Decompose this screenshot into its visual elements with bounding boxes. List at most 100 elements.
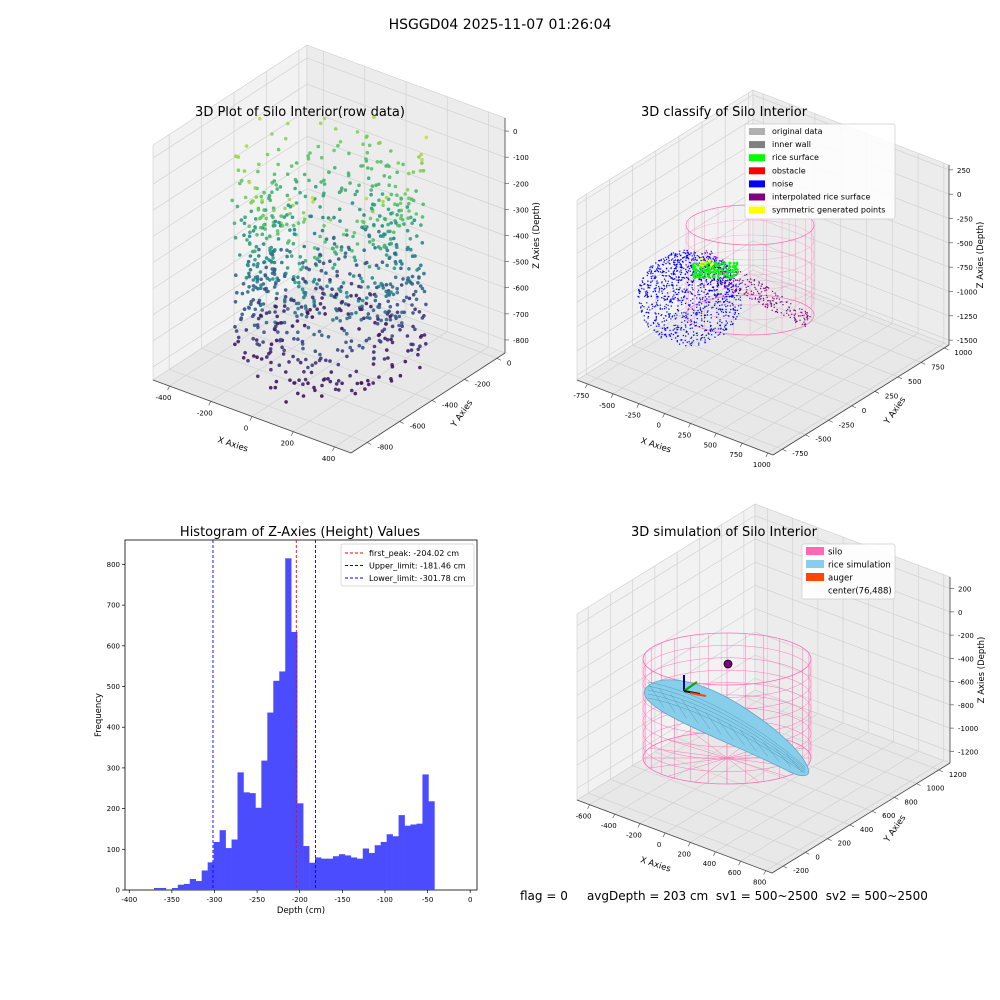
interpolated-point bbox=[723, 276, 725, 278]
data-point bbox=[312, 303, 317, 307]
data-point bbox=[242, 169, 247, 173]
noise-point bbox=[733, 313, 736, 315]
grid-line bbox=[576, 264, 754, 376]
noise-point bbox=[655, 305, 657, 307]
interpolated-point bbox=[768, 300, 770, 302]
data-point bbox=[424, 135, 429, 140]
data-point bbox=[332, 242, 337, 246]
data-point bbox=[421, 168, 426, 173]
noise-point bbox=[658, 287, 661, 289]
data-point bbox=[259, 225, 263, 230]
interpolated-point bbox=[705, 250, 708, 252]
noise-point bbox=[684, 290, 687, 292]
data-point bbox=[343, 188, 348, 192]
histogram-bar bbox=[189, 879, 197, 890]
data-point bbox=[366, 176, 371, 180]
x-tick-label: 750 bbox=[729, 451, 742, 459]
data-point bbox=[339, 285, 344, 289]
data-point bbox=[288, 228, 292, 232]
noise-point bbox=[700, 279, 702, 281]
data-point bbox=[304, 357, 308, 362]
data-point bbox=[320, 287, 325, 291]
noise-point bbox=[687, 277, 689, 280]
interpolated-point bbox=[749, 297, 751, 300]
data-point bbox=[347, 151, 351, 156]
z-tick-label: -300 bbox=[513, 206, 529, 214]
noise-point bbox=[720, 311, 723, 313]
noise-point bbox=[669, 329, 671, 332]
interpolated-point bbox=[730, 282, 733, 284]
noise-point bbox=[696, 304, 698, 306]
data-point bbox=[298, 254, 303, 259]
noise-point bbox=[716, 284, 718, 287]
noise-point bbox=[647, 322, 649, 324]
data-point bbox=[390, 334, 395, 338]
interpolated-point bbox=[770, 305, 773, 307]
noise-point bbox=[697, 285, 699, 287]
noise-point bbox=[696, 297, 698, 299]
data-point bbox=[409, 247, 413, 252]
noise-point bbox=[681, 267, 683, 269]
noise-point bbox=[677, 305, 679, 307]
interpolated-point bbox=[765, 303, 767, 306]
rice-surface-point bbox=[711, 275, 715, 279]
data-point bbox=[357, 273, 362, 278]
raw-points bbox=[230, 115, 429, 404]
noise-point bbox=[725, 311, 727, 313]
data-point bbox=[376, 333, 381, 338]
noise-point bbox=[737, 305, 740, 307]
grid-line bbox=[201, 348, 400, 422]
data-point bbox=[307, 267, 312, 272]
data-point bbox=[332, 148, 336, 153]
y-tick-label: 0 bbox=[815, 853, 819, 861]
data-point bbox=[398, 373, 403, 378]
legend-swatch bbox=[806, 560, 824, 568]
noise-point bbox=[686, 272, 689, 274]
noise-point bbox=[718, 262, 720, 264]
noise-point bbox=[643, 283, 645, 285]
data-point bbox=[270, 132, 274, 136]
data-point bbox=[393, 314, 398, 319]
interpolated-point bbox=[713, 256, 716, 258]
noise-point bbox=[649, 269, 651, 271]
rice-surface-point bbox=[711, 265, 715, 268]
data-point bbox=[385, 348, 389, 352]
data-point bbox=[412, 218, 417, 222]
noise-point bbox=[685, 331, 687, 333]
noise-point bbox=[708, 256, 710, 258]
noise-point bbox=[723, 270, 725, 273]
status-line: flag = 0 avgDepth = 203 cm sv1 = 500~250… bbox=[520, 889, 928, 903]
legend-swatch bbox=[806, 573, 824, 581]
data-point bbox=[367, 264, 372, 269]
data-point bbox=[420, 215, 425, 219]
interpolated-point bbox=[759, 293, 761, 295]
noise-point bbox=[666, 286, 668, 288]
mesh-line bbox=[693, 705, 711, 730]
data-point bbox=[368, 316, 372, 321]
noise-point bbox=[670, 333, 672, 335]
interpolated-point bbox=[774, 292, 776, 294]
noise-point bbox=[729, 279, 732, 281]
sv1-text: sv1 = 500~2500 bbox=[715, 889, 819, 903]
noise-point bbox=[690, 344, 692, 347]
noise-point bbox=[734, 306, 736, 308]
data-point bbox=[313, 361, 318, 365]
data-point bbox=[336, 257, 341, 261]
data-point bbox=[420, 241, 425, 245]
x-axis-label: X Axies bbox=[639, 436, 672, 455]
interpolated-point bbox=[752, 292, 755, 294]
interpolated-point bbox=[753, 284, 755, 286]
z-tick-label: -200 bbox=[958, 632, 974, 640]
silo-wire bbox=[694, 757, 728, 783]
data-point bbox=[273, 282, 278, 286]
data-point bbox=[251, 288, 255, 292]
data-point bbox=[365, 150, 370, 155]
z-tick-label: -600 bbox=[958, 679, 974, 687]
noise-point bbox=[689, 304, 691, 306]
data-point bbox=[380, 192, 385, 196]
noise-point bbox=[664, 259, 666, 262]
noise-point bbox=[675, 254, 677, 257]
noise-point bbox=[693, 251, 695, 253]
noise-point bbox=[679, 263, 681, 265]
